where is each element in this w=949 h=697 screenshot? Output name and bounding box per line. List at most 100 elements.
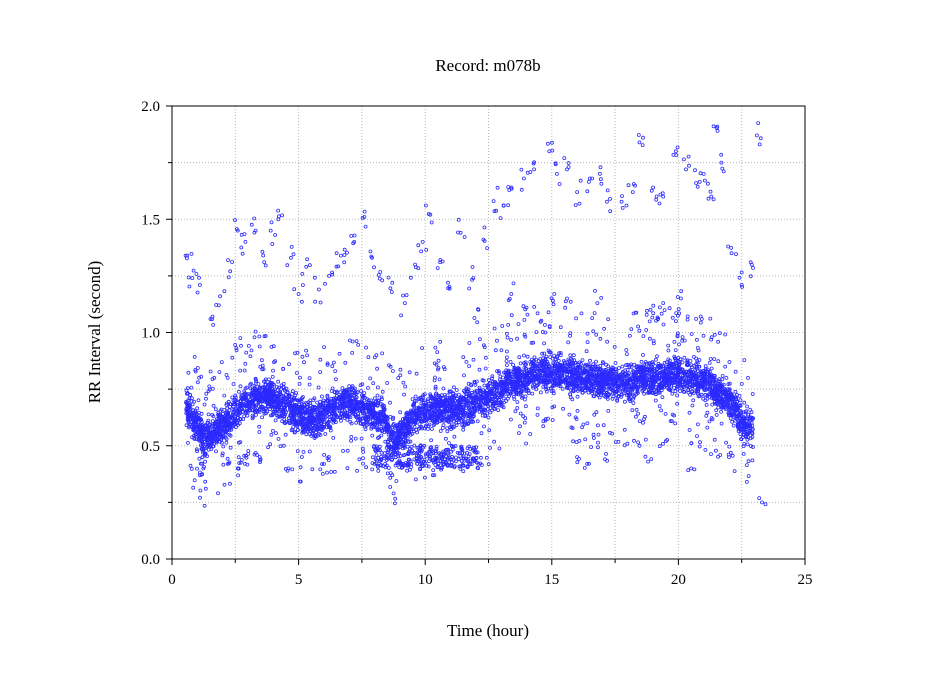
data-point bbox=[642, 363, 647, 368]
data-point bbox=[433, 403, 438, 408]
data-point bbox=[518, 361, 523, 366]
data-point bbox=[284, 396, 289, 401]
data-point bbox=[507, 372, 512, 377]
data-point bbox=[276, 405, 281, 410]
data-point bbox=[694, 362, 698, 367]
data-point bbox=[714, 408, 719, 413]
data-point bbox=[419, 424, 424, 429]
data-point bbox=[722, 392, 727, 397]
data-point bbox=[210, 439, 215, 444]
data-point bbox=[498, 403, 503, 408]
data-point bbox=[451, 385, 456, 390]
data-point bbox=[192, 421, 196, 425]
data-point bbox=[668, 387, 673, 392]
data-point bbox=[582, 381, 587, 386]
data-point bbox=[551, 363, 556, 368]
data-point bbox=[724, 407, 728, 412]
data-point bbox=[430, 419, 435, 423]
data-point bbox=[635, 387, 640, 392]
data-point bbox=[406, 429, 411, 434]
data-point bbox=[382, 413, 387, 418]
data-point bbox=[363, 427, 368, 432]
data-point bbox=[736, 429, 741, 434]
data-point bbox=[751, 445, 755, 449]
data-point bbox=[548, 350, 553, 355]
data-point bbox=[304, 402, 309, 407]
data-point bbox=[398, 410, 403, 415]
data-point bbox=[684, 381, 689, 386]
y-tick-label: 1.0 bbox=[141, 326, 160, 342]
data-point bbox=[283, 408, 288, 413]
data-point bbox=[411, 429, 416, 434]
data-point bbox=[686, 362, 690, 367]
data-point bbox=[242, 392, 247, 397]
data-point bbox=[509, 388, 514, 393]
data-point bbox=[697, 358, 702, 362]
data-point bbox=[593, 366, 598, 371]
data-point bbox=[542, 375, 547, 380]
data-point bbox=[568, 353, 573, 358]
data-point bbox=[673, 356, 678, 361]
data-point bbox=[504, 368, 509, 373]
data-point bbox=[445, 426, 450, 431]
data-point bbox=[507, 374, 511, 379]
data-point bbox=[359, 389, 364, 393]
data-point bbox=[744, 434, 748, 439]
data-point bbox=[632, 393, 637, 398]
data-point bbox=[488, 398, 493, 402]
data-point bbox=[523, 394, 528, 399]
data-point bbox=[206, 430, 211, 435]
data-point bbox=[614, 371, 618, 376]
data-point bbox=[499, 394, 504, 399]
data-point bbox=[423, 404, 427, 409]
data-point bbox=[516, 392, 521, 397]
data-point bbox=[338, 390, 343, 395]
data-point bbox=[583, 368, 587, 373]
data-point bbox=[619, 374, 623, 379]
data-point bbox=[234, 418, 238, 423]
x-tick-label: 25 bbox=[798, 572, 813, 588]
data-point bbox=[331, 420, 336, 425]
data-point bbox=[312, 436, 317, 440]
data-point bbox=[670, 381, 675, 386]
data-point bbox=[574, 382, 579, 387]
data-point bbox=[576, 388, 580, 393]
data-point bbox=[227, 432, 232, 437]
data-point bbox=[331, 410, 336, 415]
data-point bbox=[680, 360, 685, 365]
data-point bbox=[686, 379, 691, 384]
data-point bbox=[224, 440, 229, 445]
data-point bbox=[677, 363, 681, 368]
data-point bbox=[525, 354, 530, 359]
data-point bbox=[184, 411, 189, 416]
data-point bbox=[691, 391, 696, 396]
data-point bbox=[454, 388, 459, 392]
data-point bbox=[461, 427, 466, 432]
data-point bbox=[678, 367, 682, 372]
data-point bbox=[666, 357, 671, 362]
data-point bbox=[670, 391, 675, 396]
data-point bbox=[266, 383, 270, 387]
data-point bbox=[429, 427, 434, 431]
data-point bbox=[268, 413, 273, 418]
data-point bbox=[727, 387, 732, 392]
data-point bbox=[511, 362, 515, 367]
data-point bbox=[544, 389, 549, 394]
data-point bbox=[678, 389, 682, 394]
data-point bbox=[310, 426, 315, 431]
data-point bbox=[595, 374, 600, 379]
data-point bbox=[551, 389, 556, 393]
data-point bbox=[496, 408, 501, 413]
data-point bbox=[435, 420, 440, 425]
data-point bbox=[450, 409, 455, 414]
data-point bbox=[205, 426, 210, 431]
data-point bbox=[228, 415, 233, 420]
data-point bbox=[308, 398, 313, 403]
data-point bbox=[312, 416, 316, 421]
data-point bbox=[708, 378, 713, 383]
data-point bbox=[525, 377, 530, 382]
data-point bbox=[558, 353, 563, 358]
data-point bbox=[226, 419, 231, 424]
data-point bbox=[694, 376, 698, 381]
data-point bbox=[653, 385, 658, 390]
